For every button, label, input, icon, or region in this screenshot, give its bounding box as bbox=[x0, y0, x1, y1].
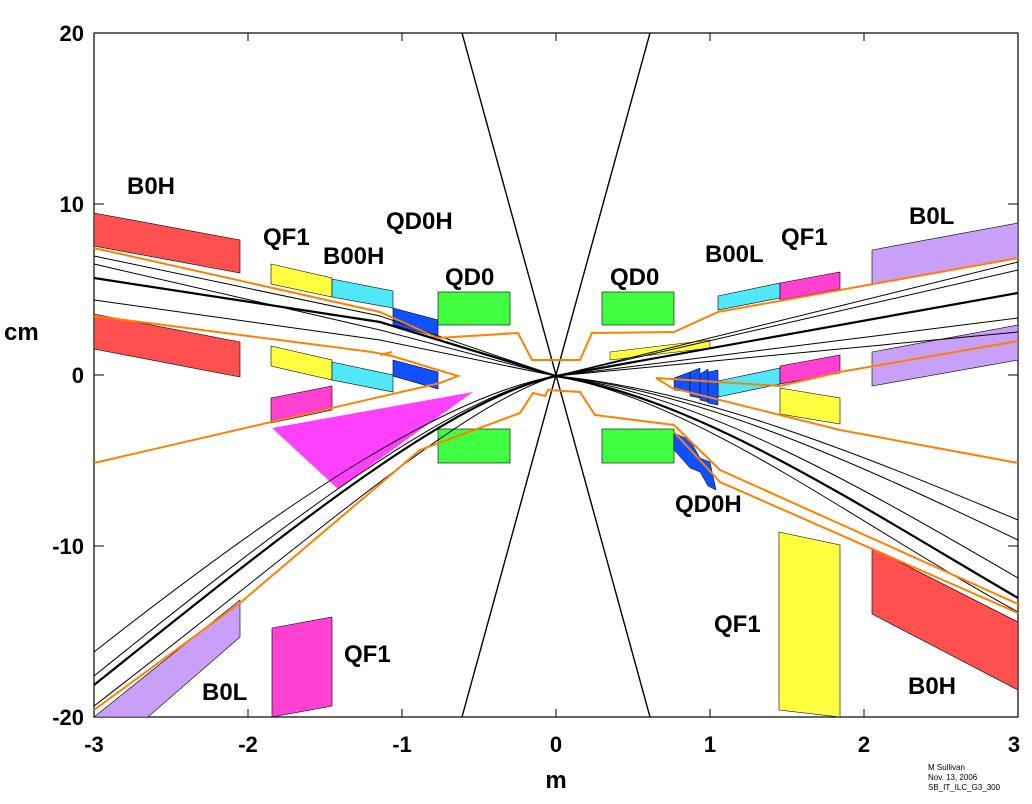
x-tick-label: 2 bbox=[858, 732, 870, 757]
y-axis-title: cm bbox=[4, 319, 39, 346]
x-axis-title: m bbox=[545, 767, 566, 794]
qd0h-right-lower bbox=[673, 432, 717, 491]
magnet-label-b00l-right: B00L bbox=[705, 241, 764, 268]
beam-pipe-envelope bbox=[93, 247, 1019, 711]
qd0h-right-block-4 bbox=[707, 369, 719, 406]
magnet-label-b0l-right: B0L bbox=[909, 203, 954, 230]
qd0-right-upper bbox=[601, 291, 675, 326]
x-tick-label: -1 bbox=[392, 732, 412, 757]
magnet-label-b0l-left: B0L bbox=[202, 679, 247, 706]
magnet-label-b0h-right: B0H bbox=[908, 673, 956, 700]
x-tick-label: 3 bbox=[1008, 732, 1020, 757]
b0h-left-upper bbox=[93, 212, 241, 274]
x-tick-label: -3 bbox=[84, 732, 104, 757]
credit-author: M Sullivan bbox=[928, 763, 965, 772]
magnet-label-qf1-right-top: QF1 bbox=[781, 224, 828, 251]
y-tick-label: 10 bbox=[60, 192, 84, 217]
y-tick-label: -10 bbox=[52, 534, 84, 559]
magnet-label-qd0h-left: QD0H bbox=[386, 208, 453, 235]
qd0-left-upper bbox=[437, 291, 511, 326]
qd0-left-lower bbox=[437, 428, 511, 464]
y-tick-label: 20 bbox=[60, 21, 84, 46]
qf1-left-bottom bbox=[271, 616, 333, 718]
magnet-label-qf1-left-bottom: QF1 bbox=[344, 641, 391, 668]
credit-date: Nov. 13, 2006 bbox=[928, 773, 978, 782]
b00h-left-lower bbox=[331, 361, 394, 393]
magnet-label-qf1-left-top: QF1 bbox=[263, 224, 310, 251]
credit-id: SB_IT_ILC_G3_300 bbox=[928, 783, 1001, 792]
y-tick-label: -20 bbox=[52, 705, 84, 730]
b0h-right bbox=[871, 547, 1019, 691]
y-tick-label: 0 bbox=[72, 363, 84, 388]
x-tick-label: 1 bbox=[704, 732, 716, 757]
magnet-label-qd0-right: QD0 bbox=[610, 264, 659, 291]
qf1-right-bottom bbox=[778, 531, 841, 718]
magnet-label-b0h-left: B0H bbox=[127, 173, 175, 200]
qd0h-left-lower bbox=[392, 359, 439, 390]
magnet-label-qd0-left: QD0 bbox=[445, 264, 494, 291]
magnet-label-qf1-right-bottom: QF1 bbox=[714, 611, 761, 638]
b0h-left-lower bbox=[93, 313, 241, 378]
b0l-right-lower bbox=[871, 324, 1019, 387]
qf1-right-upper bbox=[779, 271, 841, 301]
x-tick-label: -2 bbox=[238, 732, 258, 757]
tick-marks bbox=[94, 32, 1018, 718]
qf1-left-magenta bbox=[270, 385, 333, 424]
qd0-right-lower bbox=[601, 428, 675, 464]
synchrotron-fan bbox=[272, 392, 473, 489]
magnet-label-qd0h-right: QD0H bbox=[675, 491, 742, 518]
qf1-right-yellow bbox=[779, 387, 841, 425]
x-tick-label: 0 bbox=[550, 732, 562, 757]
magnet-label-b00h-left: B00H bbox=[323, 243, 384, 270]
